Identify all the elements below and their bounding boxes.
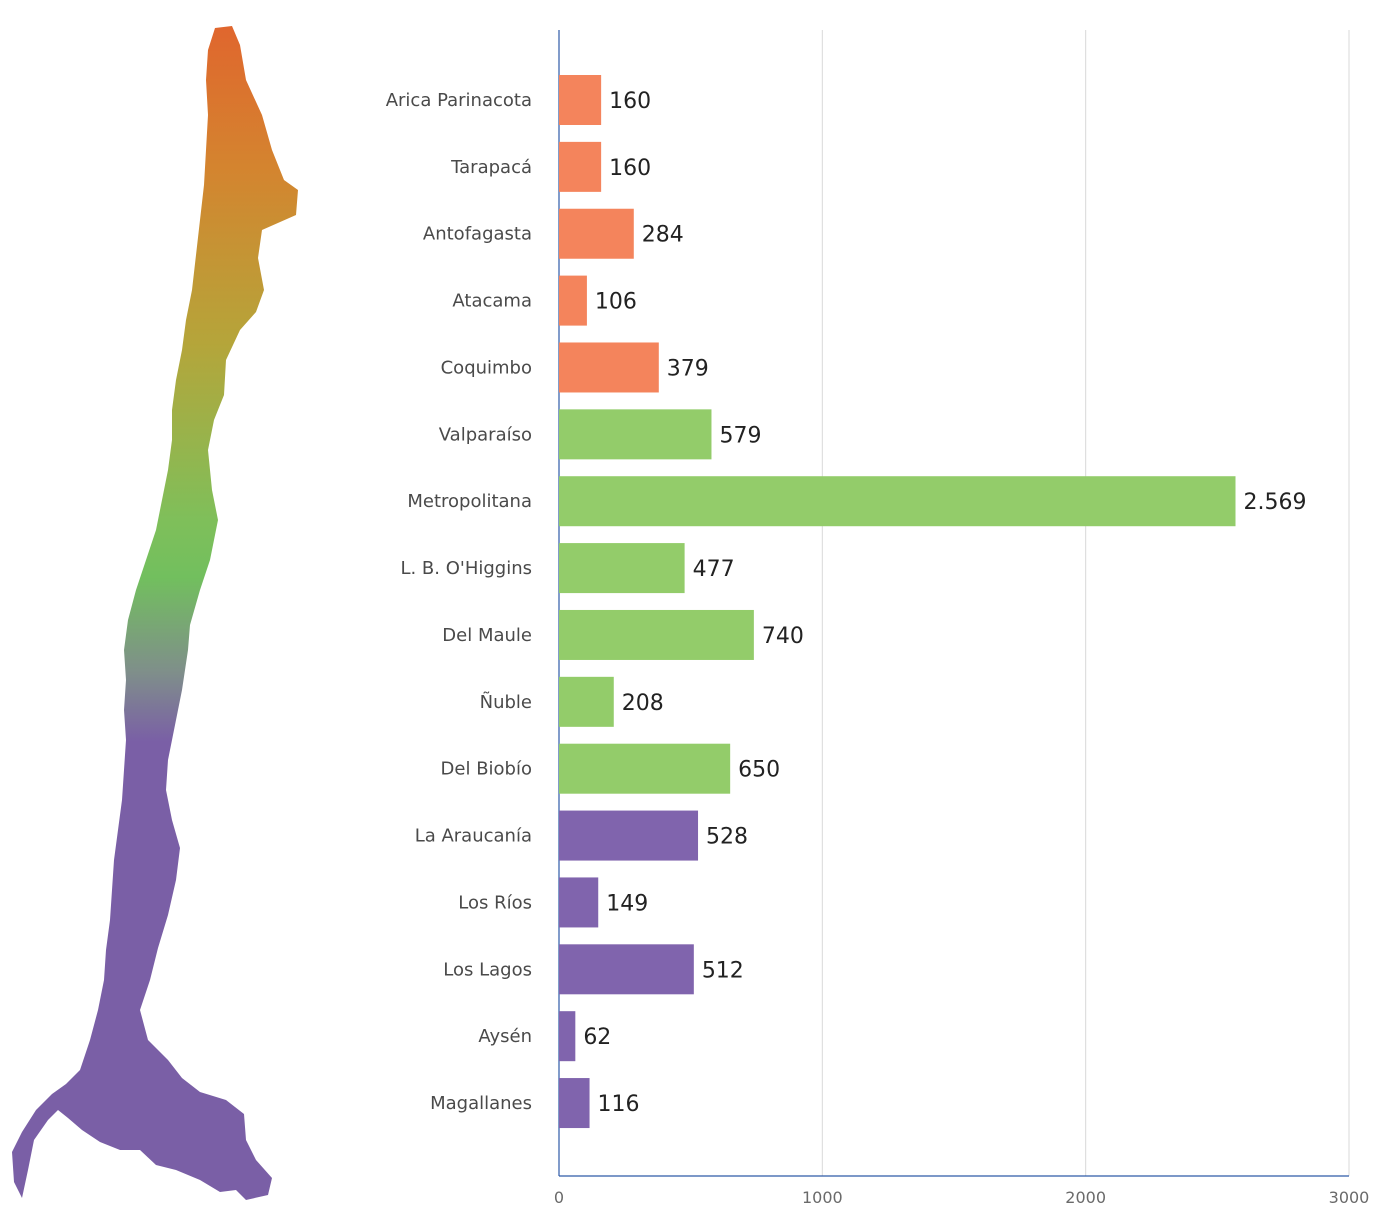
category-label: Del Biobío: [441, 759, 532, 780]
category-label: Los Ríos: [458, 892, 532, 913]
category-label: Coquimbo: [441, 357, 532, 378]
value-label: 208: [622, 691, 664, 716]
value-label: 62: [583, 1025, 611, 1050]
value-label: 579: [719, 423, 761, 448]
bar: [559, 141, 602, 192]
bar: [559, 275, 587, 326]
category-label: Los Lagos: [443, 959, 532, 980]
chile-map-graphic: [12, 26, 298, 1200]
category-label: Valparaíso: [439, 424, 532, 445]
x-tick-labels: 0 1000 2000 3000: [554, 1188, 1369, 1207]
bar: [559, 342, 659, 393]
category-label: Ñuble: [480, 691, 532, 713]
value-label: 116: [598, 1092, 640, 1117]
value-label: 512: [702, 958, 744, 983]
category-label: Arica Parinacota: [386, 90, 532, 111]
value-label: 477: [693, 557, 735, 582]
x-tick-label: 0: [554, 1188, 564, 1207]
category-label: L. B. O'Higgins: [400, 558, 532, 579]
x-tick-label: 1000: [802, 1188, 843, 1207]
bar: [559, 944, 694, 995]
bar: [559, 609, 754, 660]
x-tick-label: 3000: [1329, 1188, 1370, 1207]
bar: [559, 810, 699, 861]
value-label: 149: [606, 891, 648, 916]
value-label: 740: [762, 624, 804, 649]
category-label: Tarapacá: [450, 157, 532, 178]
value-label: 284: [642, 223, 684, 248]
value-labels: 160 160 284 106 379 579 2.569 477 740 208 650 528 14…: [583, 89, 1306, 1117]
bar: [559, 208, 634, 259]
value-label: 2.569: [1244, 490, 1307, 515]
value-label: 106: [595, 290, 637, 315]
chile-map-icon: [0, 0, 320, 1225]
bar: [559, 743, 731, 794]
bar: [559, 75, 602, 125]
category-label: Magallanes: [430, 1093, 532, 1114]
value-label: 160: [609, 89, 651, 114]
value-label: 650: [738, 758, 780, 783]
bar: [559, 476, 1236, 527]
category-label: Metropolitana: [407, 491, 532, 512]
bar: [559, 1078, 590, 1129]
category-label: Atacama: [452, 291, 532, 312]
x-tick-label: 2000: [1065, 1188, 1106, 1207]
value-label: 160: [609, 156, 651, 181]
category-label: Aysén: [478, 1026, 532, 1047]
bar: [559, 676, 614, 727]
category-label: La Araucanía: [415, 826, 532, 847]
category-label: Del Maule: [442, 625, 532, 646]
category-label: Antofagasta: [423, 224, 532, 245]
grid-lines: [821, 30, 1350, 1176]
bar: [559, 877, 599, 928]
value-label: 528: [706, 825, 748, 850]
bar: [559, 1011, 576, 1062]
bar: [559, 409, 712, 460]
bar: [559, 543, 685, 594]
category-labels: Arica Parinacota Tarapacá Antofagasta Ataca…: [386, 90, 532, 1114]
bars: [559, 75, 1236, 1129]
value-label: 379: [667, 356, 709, 381]
